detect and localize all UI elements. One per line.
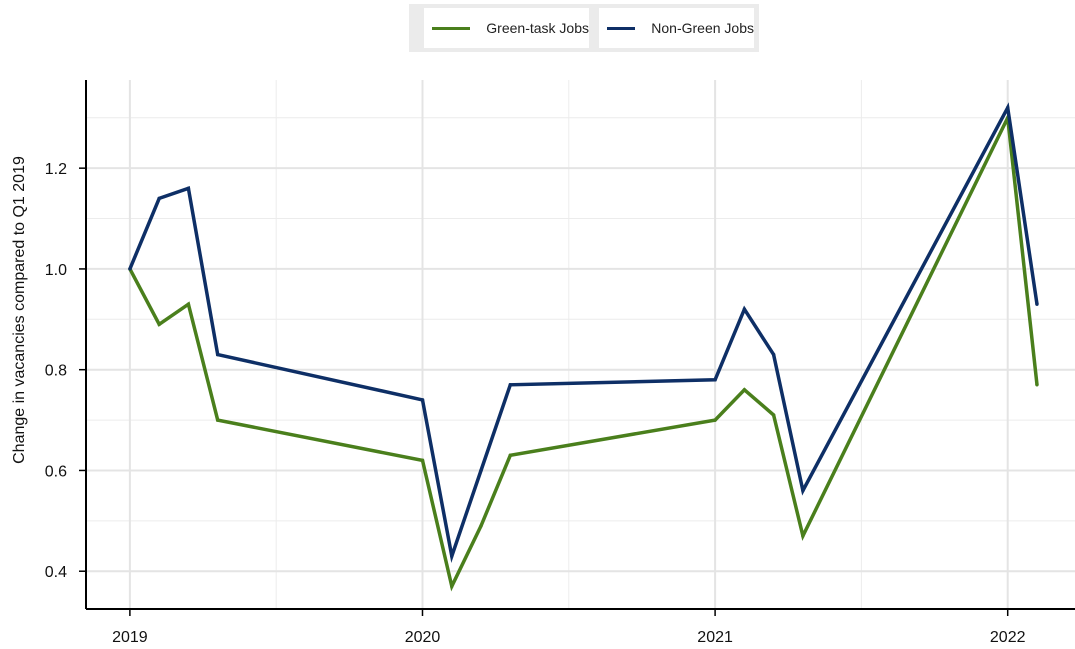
y-tick-label: 0.4: [45, 564, 67, 581]
data-point-non-green-jobs: [479, 468, 483, 473]
data-point-green-task-jobs: [742, 388, 747, 392]
legend-label-green-task-jobs: Green-task Jobs: [486, 20, 589, 36]
legend-swatch-green-task-jobs: [432, 26, 471, 30]
data-point-non-green-jobs: [801, 488, 805, 493]
data-point-green-task-jobs: [215, 418, 220, 422]
data-point-green-task-jobs: [771, 413, 776, 417]
series-line-green-task-jobs: [128, 111, 1039, 592]
data-point-non-green-jobs: [742, 307, 747, 311]
legend: Green-task Jobs Non-Green Jobs: [409, 4, 759, 52]
y-tick-label: 0.6: [45, 463, 67, 480]
x-tick-label: 2021: [697, 629, 733, 646]
y-tick-label: 0.8: [45, 363, 67, 380]
data-point-non-green-jobs: [420, 398, 425, 402]
data-point-non-green-jobs: [450, 554, 454, 558]
data-point-green-task-jobs: [450, 584, 454, 589]
data-point-non-green-jobs: [508, 383, 512, 387]
data-point-non-green-jobs: [771, 352, 776, 357]
data-point-non-green-jobs: [713, 378, 717, 382]
data-point-green-task-jobs: [157, 322, 161, 327]
data-point-green-task-jobs: [420, 458, 425, 463]
data-point-green-task-jobs: [713, 418, 717, 422]
data-point-non-green-jobs: [157, 196, 161, 201]
data-point-green-task-jobs: [508, 453, 512, 458]
legend-swatch-non-green-jobs: [607, 26, 636, 30]
data-point-non-green-jobs: [186, 186, 191, 191]
x-tick-label: 2022: [990, 629, 1026, 646]
data-point-non-green-jobs: [1006, 106, 1010, 110]
data-point-green-task-jobs: [801, 534, 805, 538]
legend-item-non-green-jobs: Non-Green Jobs: [599, 8, 754, 48]
data-point-non-green-jobs: [1035, 302, 1039, 306]
data-point-green-task-jobs: [479, 524, 483, 528]
x-tick-label: 2019: [112, 629, 148, 646]
legend-item-green-task-jobs: Green-task Jobs: [424, 8, 589, 48]
legend-label-non-green-jobs: Non-Green Jobs: [651, 20, 754, 36]
data-point-non-green-jobs: [128, 267, 132, 271]
data-point-green-task-jobs: [186, 302, 191, 306]
data-point-green-task-jobs: [1035, 383, 1039, 387]
y-tick-label: 1.0: [45, 262, 67, 279]
x-tick-label: 2020: [405, 629, 441, 646]
data-point-non-green-jobs: [215, 352, 220, 357]
y-tick-label: 1.2: [45, 161, 67, 178]
series-line-non-green-jobs: [128, 102, 1039, 563]
